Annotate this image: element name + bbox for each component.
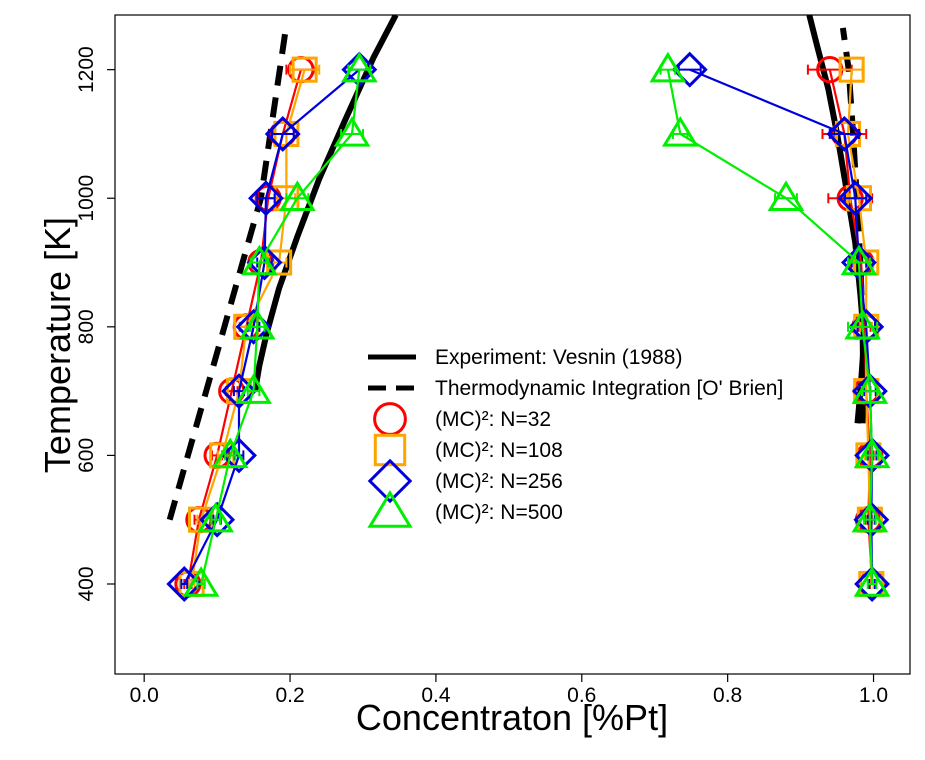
data-point-triangle <box>278 180 316 211</box>
data-point-square <box>291 56 318 83</box>
y-tick-label: 800 <box>75 309 98 344</box>
x-tick-label: 1.0 <box>859 684 888 707</box>
plot-area <box>166 15 891 602</box>
legend-label: (MC)²: N=108 <box>435 439 563 462</box>
x-tick-label: 0.6 <box>567 684 596 707</box>
y-tick-label: 1000 <box>75 175 98 222</box>
data-point-triangle <box>851 373 889 404</box>
legend-swatch-triangle <box>367 490 413 528</box>
data-point-triangle <box>238 308 276 340</box>
data-point-diamond <box>221 437 257 474</box>
axes: 0.0 0.2 0.4 0.6 0.8 1.0 400 600 800 1000 1200 <box>75 46 888 707</box>
legend-label: Thermodynamic Integration [O' Brien] <box>435 377 783 400</box>
legend-swatch-diamond <box>367 458 413 504</box>
data-point-triangle <box>197 501 235 533</box>
legend-label: (MC)²: N=500 <box>435 501 563 524</box>
data-point-diamond <box>199 501 236 538</box>
legend-label: (MC)²: N=32 <box>435 408 551 431</box>
data-point-triangle <box>235 373 272 404</box>
x-tick-label: 0.8 <box>713 684 742 707</box>
data-point-diamond <box>837 180 874 217</box>
data-point-triangle <box>844 308 881 340</box>
y-axis-title: Temperature [K] <box>37 217 78 473</box>
series-triangle <box>182 51 891 597</box>
data-point-triangle <box>182 566 220 597</box>
data-point-diamond <box>854 566 891 602</box>
data-point-diamond <box>221 373 257 410</box>
y-tick-label: 1200 <box>75 46 98 93</box>
data-point-triangle <box>853 566 891 597</box>
y-tick-label: 400 <box>75 566 98 601</box>
data-point-diamond <box>671 51 708 88</box>
x-axis-title: Concentraton [%Pt] <box>356 697 668 738</box>
legend-label: Experiment: Vesnin (1988) <box>435 346 682 369</box>
plot-inner <box>166 15 891 602</box>
legend-label: (MC)²: N=256 <box>435 470 563 493</box>
x-tick-label: 0.2 <box>275 684 304 707</box>
experiment-curve-right <box>806 15 868 424</box>
data-point-triangle <box>340 51 378 83</box>
data-point-triangle <box>649 51 687 83</box>
y-tick-label: 600 <box>75 438 98 473</box>
experiment-curve-left <box>252 15 399 392</box>
data-point-triangle <box>211 437 249 469</box>
data-point-triangle <box>851 501 889 533</box>
data-point-diamond <box>341 51 378 88</box>
data-point-triangle <box>853 437 891 469</box>
legend-swatch-square <box>373 433 407 467</box>
data-point-triangle <box>767 180 805 211</box>
x-tick-label: 0.4 <box>421 684 451 707</box>
data-point-triangle <box>241 244 278 276</box>
data-point-diamond <box>264 115 301 152</box>
data-point-diamond <box>826 115 863 152</box>
x-tick-label: 0.0 <box>130 684 159 707</box>
data-point-square <box>838 56 865 83</box>
plot-frame <box>114 14 911 675</box>
data-point-triangle <box>333 116 371 147</box>
data-point-triangle <box>661 116 699 147</box>
legend: Experiment: Vesnin (1988) Thermodynamic I… <box>367 346 783 528</box>
data-point-diamond <box>248 180 284 217</box>
data-point-triangle <box>840 244 878 276</box>
